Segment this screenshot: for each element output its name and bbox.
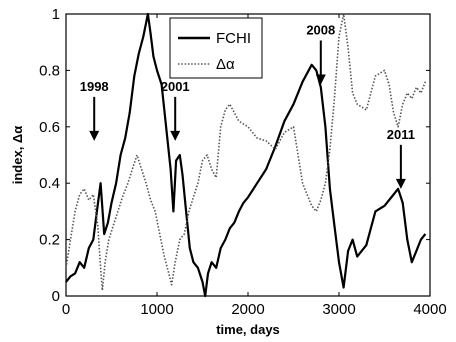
y-tick-label: 0 [52,288,60,305]
annotation-label: 2001 [161,79,190,94]
annotation-arrow-head [89,130,100,141]
series-line-fchi [65,12,427,298]
annotation-arrow-head [395,178,406,189]
annotation: 2008 [306,23,335,85]
annotation-arrow-head [315,74,326,85]
x-tick-label: 2000 [231,301,264,318]
x-axis-label: time, days [216,322,280,337]
axes: 0 1000 2000 3000 4000 0 0.2 0.4 0.6 0.8 1 time, day… [10,6,447,337]
x-tick-label: 0 [62,301,70,318]
legend-box [169,17,263,79]
annotation-arrow-head [170,130,181,141]
x-tick-label: 3000 [322,301,355,318]
series-line-delta-alpha [65,13,427,292]
legend-label: FCHI [216,30,251,47]
series-group [65,12,427,298]
annotation: 2011 [387,127,415,189]
y-tick-label: 0.6 [39,119,60,136]
y-tick-label: 0.2 [39,232,60,249]
y-axis-label: index, Δα [10,126,25,185]
y-tick-label: 0.8 [39,62,60,79]
legend: FCHI Δα [169,17,263,79]
x-tick-label: 4000 [413,301,446,318]
y-tick-label: 1 [52,6,60,23]
annotation-label: 2008 [306,23,335,38]
annotation-label: 2011 [387,127,415,142]
annotation-label: 1998 [80,79,109,94]
legend-label: Δα [216,56,235,73]
annotation: 2001 [161,79,190,141]
annotations: 1998 2001 2008 2011 [80,23,415,189]
annotation: 1998 [80,79,109,141]
y-tick-label: 0.4 [39,175,60,192]
x-tick-label: 1000 [140,301,173,318]
